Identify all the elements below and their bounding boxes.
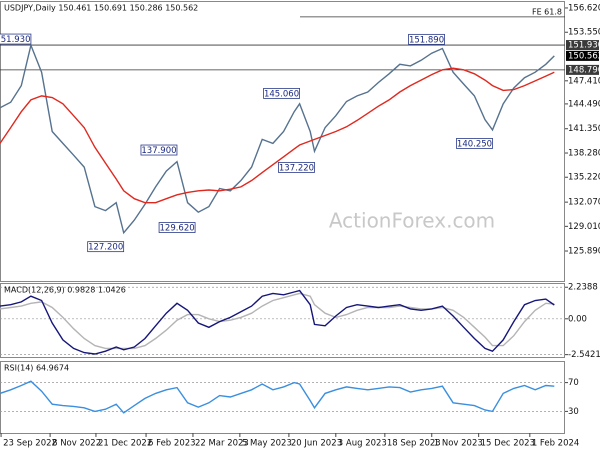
- series-line: [0, 42, 555, 235]
- y-tick-label: 132.070: [568, 198, 600, 208]
- y-tick-label: 144.490: [568, 99, 600, 109]
- x-tick-label: 15 Dec 2023: [481, 439, 535, 449]
- series-line: [0, 289, 555, 355]
- annotation-label: 151.890: [409, 35, 444, 45]
- y-tick-label: 153.550: [568, 28, 600, 38]
- annotation-box: [263, 87, 300, 99]
- level-box: [566, 40, 599, 51]
- series-line: [0, 292, 555, 350]
- x-tick-label: 1 Nov 2023: [434, 439, 483, 449]
- annotation-label: 145.060: [264, 89, 299, 99]
- series-line: [0, 380, 555, 414]
- level-label: 151.930: [568, 41, 600, 51]
- x-tick-label: 23 Sep 2022: [3, 439, 57, 449]
- y-tick-label: 30: [568, 407, 579, 417]
- level-label: 148.790: [568, 65, 600, 75]
- x-tick-label: 18 Sep 2023: [387, 439, 441, 449]
- y-tick-label: 135.220: [568, 173, 600, 183]
- y-tick-label: 138.280: [568, 149, 600, 159]
- panel-title: MACD(12,26,9) 0.9828 1.0426: [4, 286, 126, 295]
- annotation-label: 151.930: [0, 35, 30, 45]
- y-tick-label: -2.5421: [568, 350, 600, 360]
- x-tick-label: 5 May 2023: [242, 439, 292, 449]
- annotation-label: 129.620: [160, 224, 195, 234]
- x-tick-label: 3 Aug 2023: [338, 439, 387, 449]
- x-tick-label: 20 Jun 2023: [291, 439, 342, 449]
- x-tick-label: 22 Mar 2023: [195, 439, 249, 449]
- y-tick-label: 125.890: [568, 247, 600, 257]
- current-price-label: 150.562: [568, 51, 600, 61]
- level-box: [566, 64, 599, 75]
- annotation-label: 137.220: [279, 163, 314, 173]
- series-line: [0, 67, 555, 204]
- annotation-label: 137.900: [141, 146, 176, 156]
- annotation-label: 127.200: [88, 243, 123, 253]
- fe-label: FE 61.8: [532, 7, 562, 16]
- y-tick-label: 147.410: [568, 76, 600, 86]
- x-tick-label: 6 Feb 2023: [148, 439, 196, 449]
- x-tick-label: 8 Nov 2022: [52, 439, 101, 449]
- annotation-label: 140.250: [457, 139, 492, 149]
- annotation-box: [140, 144, 178, 156]
- y-tick-label: 2.2388: [568, 283, 598, 293]
- annotation-box: [158, 222, 196, 233]
- panel-frame: [0, 283, 565, 358]
- current-price-box: [566, 50, 599, 61]
- annotation-box: [456, 138, 493, 149]
- annotation-box: [87, 241, 125, 253]
- panel-title: RSI(14) 64.9674: [4, 364, 69, 373]
- panel-frame: [0, 361, 565, 434]
- y-tick-label: 156.620: [568, 3, 600, 13]
- watermark: ActionForex.com: [329, 209, 495, 233]
- y-tick-label: 141.350: [568, 124, 600, 134]
- panel-title: USDJPY,Daily 150.461 150.691 150.286 150…: [4, 4, 198, 13]
- y-tick-label: 0.00: [568, 314, 587, 324]
- annotation-box: [278, 162, 315, 173]
- annotation-box: [408, 33, 445, 45]
- x-tick-label: 1 Feb 2024: [532, 439, 580, 449]
- annotation-box: [0, 33, 32, 45]
- y-tick-label: 70: [568, 378, 579, 388]
- x-tick-label: 21 Dec 2022: [98, 439, 152, 449]
- y-tick-label: 129.010: [568, 222, 600, 232]
